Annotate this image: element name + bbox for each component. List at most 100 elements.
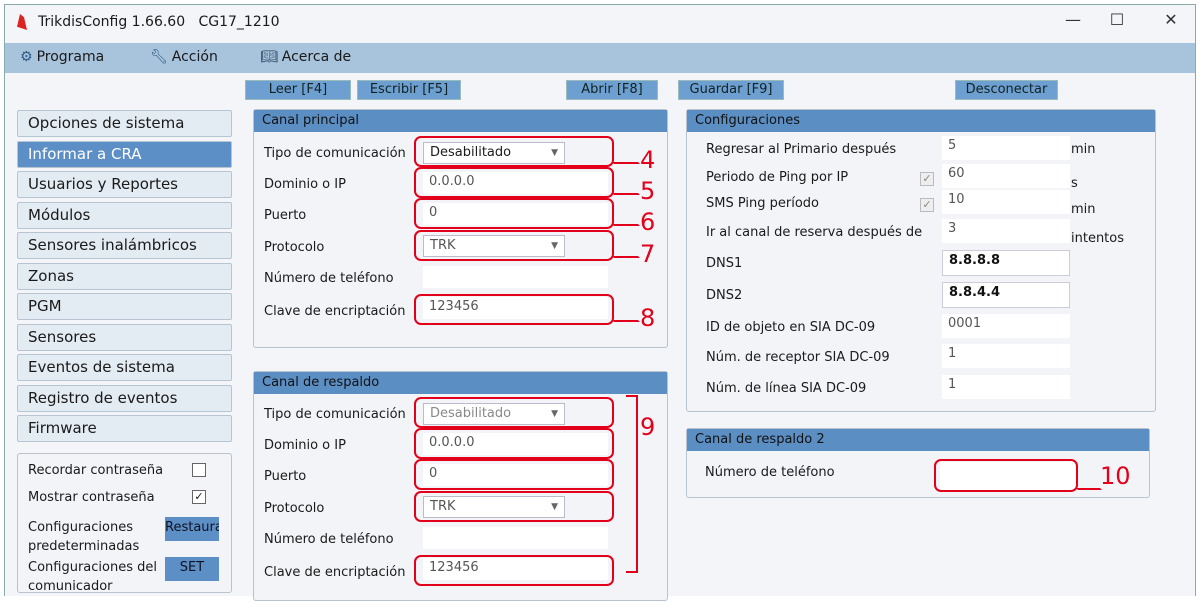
annotation-bracket (626, 395, 638, 573)
backup-comm_type-label: Tipo de comunicación (264, 407, 406, 422)
sidebar-item[interactable]: Usuarios y Reportes (17, 171, 232, 198)
minimize-button[interactable]: — (1065, 10, 1081, 29)
panel-title: Canal de respaldo 2 (687, 429, 1149, 451)
annotation-box (414, 428, 614, 459)
backup-port-input[interactable]: 0 (423, 464, 608, 486)
sidebar-item[interactable]: Sensores (17, 323, 232, 351)
backup2-phone-label: Número de teléfono (705, 465, 835, 480)
primary-port-input[interactable]: 0 (423, 203, 608, 225)
app-logo-icon (17, 14, 27, 30)
save-button[interactable]: Guardar [F9] (678, 80, 784, 100)
config-unit: min (1071, 202, 1096, 217)
annotation-box-10 (934, 459, 1078, 492)
sidebar-item[interactable]: Zonas (17, 262, 232, 290)
config-label: ID de objeto en SIA DC-09 (706, 320, 876, 335)
sidebar-item[interactable]: Sensores inalámbricos (17, 232, 232, 259)
backup-domain-input[interactable]: 0.0.0.0 (423, 433, 608, 455)
sidebar-item[interactable]: Informar a CRA (17, 140, 232, 168)
annotation-box (414, 198, 614, 229)
sidebar-item[interactable]: Eventos de sistema (17, 354, 232, 381)
menu-programa[interactable]: ⚙ Programa (20, 49, 104, 65)
primary-domain-input[interactable]: 0.0.0.0 (423, 172, 608, 194)
annotation-box (414, 397, 614, 428)
remember-password-checkbox[interactable] (192, 463, 206, 477)
annotation-number: 6 (640, 208, 656, 236)
config-input[interactable]: 0001 (942, 314, 1070, 338)
show-password-checkbox[interactable]: ✓ (192, 490, 206, 504)
write-button[interactable]: Escribir [F5] (357, 80, 461, 100)
config-input[interactable]: 10 (942, 190, 1070, 214)
show-password-label: Mostrar contraseña (28, 490, 155, 505)
annotation-box (414, 167, 614, 198)
select-value: Desabilitado (430, 406, 512, 421)
app-name: TrikdisConfig 1.66.60 (38, 14, 186, 30)
backup-phone-input[interactable] (423, 527, 608, 549)
backup-protocol-select[interactable]: TRK ▼ (423, 496, 565, 518)
primary-port-label: Puerto (264, 208, 307, 223)
primary-protocol-select[interactable]: TRK ▼ (423, 235, 565, 257)
primary-comm-type-select[interactable]: Desabilitado ▼ (423, 142, 565, 164)
annotation-box (414, 230, 614, 261)
chevron-down-icon: ▼ (551, 148, 558, 158)
device-name: CG17_1210 (198, 14, 280, 30)
primary-key-label: Clave de encriptación (264, 304, 406, 319)
maximize-button[interactable]: ☐ (1109, 10, 1125, 29)
sidebar-item[interactable]: PGM (17, 293, 232, 320)
config-unit: intentos (1071, 231, 1125, 246)
config-label: Periodo de Ping por IP (706, 170, 849, 185)
primary-phone-input[interactable] (423, 266, 608, 288)
config-input[interactable]: 8.8.8.8 (942, 250, 1070, 276)
menu-acerca[interactable]: 📖︎ Acerca de (260, 49, 351, 65)
open-button[interactable]: Abrir [F8] (566, 80, 658, 100)
annotation-box (414, 294, 614, 325)
annotation-number: 4 (640, 146, 656, 174)
config-panel: Configuraciones (686, 109, 1156, 412)
menu-label: Programa (36, 49, 105, 65)
config-input[interactable]: 60 (942, 164, 1070, 188)
primary-key-input[interactable]: 123456 (423, 297, 608, 319)
restore-button[interactable]: Restaura (165, 517, 219, 541)
title-bar (5, 5, 1195, 43)
backup2-phone-input[interactable] (940, 462, 1076, 490)
annotation-number: 8 (640, 304, 656, 332)
set-button[interactable]: SET (165, 557, 219, 581)
backup-key-label: Clave de encriptación (264, 565, 406, 580)
backup-comm-type-select[interactable]: Desabilitado ▼ (423, 403, 565, 425)
config-label: Núm. de receptor SIA DC-09 (706, 350, 890, 365)
annotation-box (414, 459, 614, 490)
primary-comm_type-label: Tipo de comunicación (264, 146, 406, 161)
sidebar-item[interactable]: Firmware (17, 415, 232, 442)
primary-phone-label: Número de teléfono (264, 271, 394, 286)
select-value: Desabilitado (430, 145, 512, 160)
config-label: DNS1 (706, 256, 743, 271)
config-input[interactable]: 1 (942, 344, 1070, 368)
annotation-number: 5 (640, 177, 656, 205)
menu-accion[interactable]: 🔧︎ Acción (150, 49, 218, 65)
config-input[interactable]: 3 (942, 219, 1070, 243)
backup-key-input[interactable]: 123456 (423, 558, 608, 580)
config-input[interactable]: 8.8.4.4 (942, 282, 1070, 308)
wrench-icon: 🔧︎ (150, 49, 168, 65)
read-button[interactable]: Leer [F4] (245, 80, 351, 100)
select-value: TRK (430, 499, 456, 514)
backup-port-label: Puerto (264, 469, 307, 484)
disconnect-button[interactable]: Desconectar (955, 80, 1058, 100)
select-value: TRK (430, 238, 456, 253)
config-input[interactable]: 1 (942, 375, 1070, 399)
annotation-box (414, 136, 614, 167)
panel-title: Configuraciones (687, 110, 1155, 132)
sidebar-item[interactable]: Opciones de sistema (17, 110, 232, 137)
config-unit: s (1071, 176, 1078, 191)
chevron-down-icon: ▼ (551, 409, 558, 419)
config-label: Ir al canal de reserva después de (706, 225, 923, 240)
annotation-number: 7 (640, 240, 656, 268)
primary-protocol-label: Protocolo (264, 240, 325, 255)
config-unit: min (1071, 142, 1096, 157)
config-checkbox[interactable]: ✓ (920, 172, 934, 186)
close-button[interactable]: ✕ (1164, 10, 1178, 29)
sidebar-item[interactable]: Registro de eventos (17, 384, 232, 412)
backup-phone-label: Número de teléfono (264, 532, 394, 547)
config-input[interactable]: 5 (942, 136, 1070, 160)
config-checkbox[interactable]: ✓ (920, 198, 934, 212)
sidebar-item[interactable]: Módulos (17, 201, 232, 229)
